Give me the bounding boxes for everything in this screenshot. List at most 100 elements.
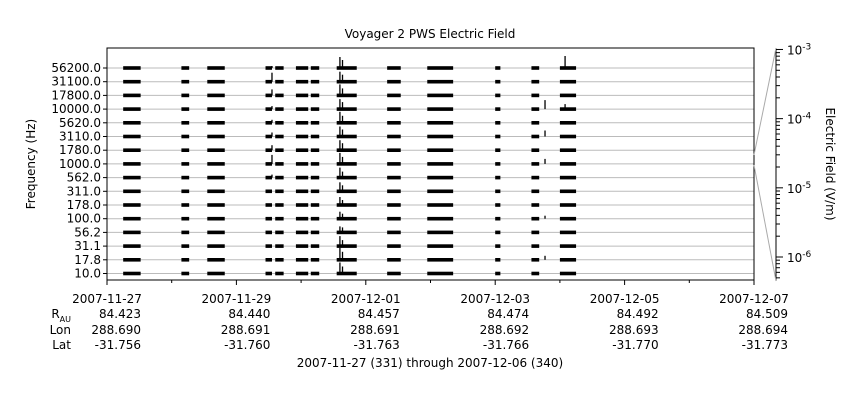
data-segment: [295, 189, 309, 194]
y-tick-label: 3110.0: [59, 130, 101, 144]
ephemeris-value: -31.770: [612, 338, 658, 352]
data-segment: [265, 79, 272, 84]
y-tick-label: 56.2: [74, 225, 101, 239]
ephemeris-row-label: Lon: [50, 323, 71, 337]
data-segment: [336, 134, 357, 139]
chart-title: Voyager 2 PWS Electric Field: [345, 27, 516, 41]
data-segment: [495, 162, 501, 166]
data-segment: [207, 148, 225, 152]
data-segment: [559, 79, 577, 84]
data-segment: [559, 203, 577, 207]
colorbar-tick-exponent: -5: [802, 181, 811, 191]
data-segment: [495, 258, 501, 262]
data-segment: [207, 134, 225, 139]
data-segment: [495, 203, 501, 207]
data-segment: [495, 189, 501, 194]
data-segment: [495, 148, 501, 152]
x-axis-ticks: 2007-11-27 2007-11-29 2007-12-01 2007-12-03…: [72, 280, 789, 306]
data-segment: [427, 189, 454, 194]
data-segment: [310, 148, 320, 152]
x-tick-label: 2007-12-03: [460, 292, 530, 306]
data-segment: [531, 271, 540, 276]
data-segment: [531, 107, 540, 111]
colorbar-tick-exponent: -4: [802, 112, 811, 122]
data-segment: [123, 93, 141, 98]
data-segment: [531, 258, 540, 262]
y-tick-label: 17800.0: [51, 88, 101, 102]
data-segment: [531, 79, 540, 84]
data-segment: [427, 162, 454, 166]
data-segment: [295, 230, 309, 235]
ephemeris-value: 288.692: [480, 323, 530, 337]
data-segment: [265, 121, 272, 125]
data-segment: [123, 79, 141, 84]
y-tick-label: 31100.0: [51, 75, 101, 89]
y-tick-label: 562.0: [67, 171, 101, 185]
x-tick-label: 2007-12-07: [719, 292, 789, 306]
data-segment: [310, 271, 320, 276]
x-tick-label: 2007-11-27: [72, 292, 142, 306]
data-segment: [387, 107, 401, 111]
data-segment: [295, 66, 309, 70]
data-segment: [275, 162, 284, 166]
data-segment: [559, 216, 577, 221]
colorbar-connector-top: [753, 47, 777, 156]
data-segment: [336, 230, 357, 235]
data-segment: [275, 258, 284, 262]
data-segment: [387, 203, 401, 207]
data-segment: [295, 203, 309, 207]
data-segment: [336, 271, 357, 276]
data-segment: [123, 203, 141, 207]
data-segment: [559, 148, 577, 152]
data-segment: [427, 175, 454, 180]
ephemeris-value: -31.760: [224, 338, 270, 352]
data-segment: [387, 230, 401, 235]
data-segment: [427, 121, 454, 125]
data-segment: [181, 230, 190, 235]
footer-date-range: 2007-11-27 (331) through 2007-12-06 (340…: [297, 356, 563, 370]
data-segment: [181, 121, 190, 125]
data-segment: [265, 244, 272, 248]
data-segment: [310, 258, 320, 262]
data-segment: [427, 258, 454, 262]
data-segment: [427, 148, 454, 152]
data-segment: [336, 79, 357, 84]
ephemeris-value: 84.423: [99, 307, 141, 321]
ephemeris-label-text: R: [51, 307, 59, 321]
data-segment: [336, 121, 357, 125]
data-segment: [265, 93, 272, 98]
data-segment: [336, 162, 357, 166]
data-segment: [336, 216, 357, 221]
data-segment: [275, 79, 284, 84]
data-segment: [265, 148, 272, 152]
data-segment: [207, 258, 225, 262]
data-segment: [427, 79, 454, 84]
y-tick-label: 100.0: [67, 212, 101, 226]
data-segment: [559, 230, 577, 235]
data-segment: [123, 258, 141, 262]
data-segment: [559, 66, 577, 70]
y-axis-ticks: 56200.031100.017800.010000.05620.03110.0…: [51, 61, 107, 281]
data-segment: [275, 230, 284, 235]
data-segment: [310, 121, 320, 125]
data-segment: [336, 93, 357, 98]
colorbar-label: Electric Field (V/m): [823, 107, 837, 220]
data-segment: [181, 93, 190, 98]
data-segment: [427, 230, 454, 235]
data-segment: [310, 175, 320, 180]
ephemeris-label-text: Lon: [50, 323, 71, 337]
y-tick-label: 31.1: [74, 239, 101, 253]
ephemeris-label-text: Lat: [52, 338, 71, 352]
data-segment: [265, 189, 272, 194]
data-segment: [207, 175, 225, 180]
data-segment: [207, 162, 225, 166]
data-segment: [275, 148, 284, 152]
data-segment: [295, 107, 309, 111]
data-segment: [559, 189, 577, 194]
data-segment: [265, 134, 272, 139]
data-segment: [207, 189, 225, 194]
ephemeris-value: 84.492: [617, 307, 659, 321]
data-segment: [181, 216, 190, 221]
data-segment: [181, 175, 190, 180]
